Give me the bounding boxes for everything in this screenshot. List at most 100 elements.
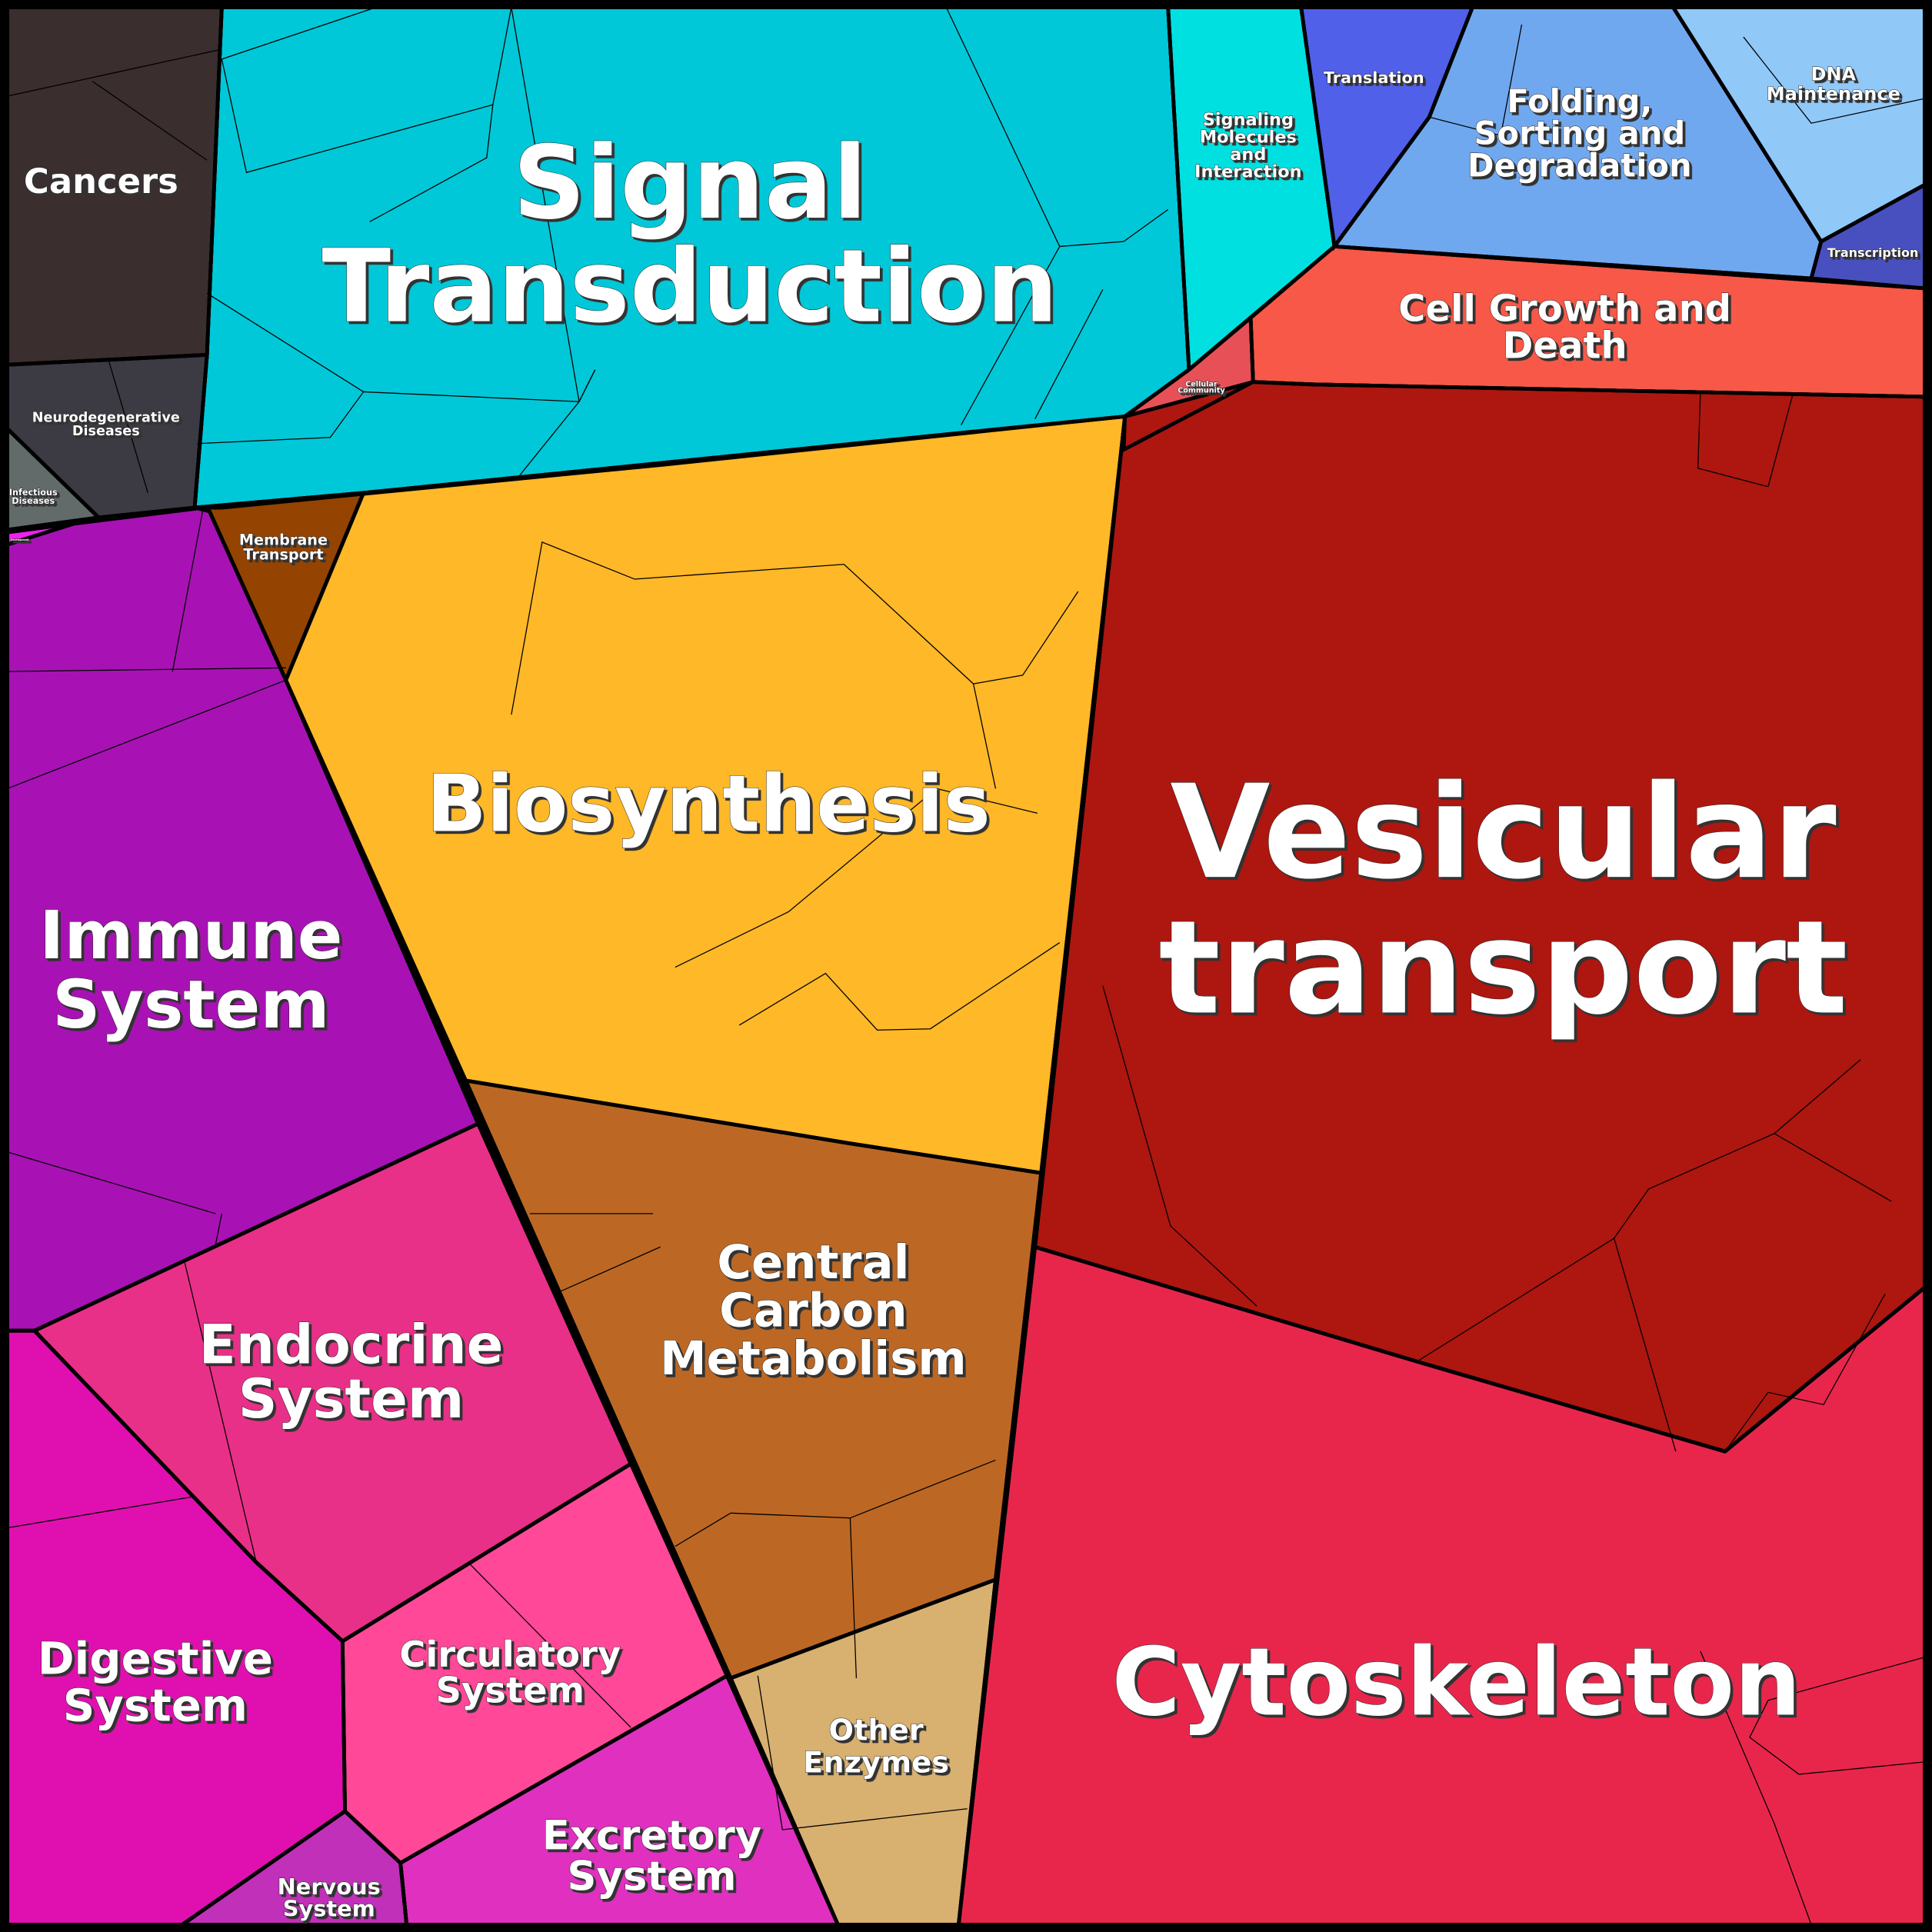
label-biosynthesis: Biosynthesis [427, 758, 991, 850]
sub-cell-border [560, 1246, 661, 1292]
label-cellular-community: Cellular Community [1178, 380, 1225, 395]
label-line: Signal [513, 124, 868, 242]
label-excretory: Excretory System [542, 1813, 762, 1900]
label-line: Endocrine [199, 1313, 504, 1376]
sub-cell-border [1749, 1737, 1925, 1775]
label-line: Nervous [278, 1874, 381, 1900]
sub-cell-border [7, 48, 222, 97]
sub-cell-border [7, 1496, 192, 1529]
label-transcription: Transcription [1827, 245, 1919, 260]
sub-cell-border [172, 507, 204, 672]
sub-cell-border [850, 1459, 996, 1519]
sub-cell-border [1724, 1293, 1886, 1452]
label-line: System [283, 1896, 375, 1922]
sub-cell-border [972, 683, 997, 789]
sub-cell-border [1749, 1657, 1925, 1738]
label-neurodegenerative: Neurodegenerative Diseases [32, 410, 180, 439]
label-central-carbon: Central Carbon Metabolism [660, 1235, 967, 1386]
sub-cell-border [1774, 1059, 1861, 1134]
label-line: Transduction [321, 228, 1058, 345]
sub-cell-border [1034, 289, 1104, 419]
label-infectious: Infectious Diseases [9, 488, 58, 506]
label-line: Carbon [719, 1283, 907, 1337]
sub-cell-border [757, 1675, 968, 1830]
region-border [1121, 314, 1255, 453]
sub-cell-border [222, 7, 376, 60]
label-line: Metabolism [660, 1331, 967, 1386]
label-line: System [436, 1669, 585, 1710]
label-signal-transduction: Signal Transduction [321, 124, 1058, 345]
label-line: DNA [1811, 64, 1857, 85]
label-line: System [238, 1367, 465, 1431]
sub-cell-border [108, 359, 148, 493]
sub-cell-border [221, 7, 512, 174]
label-nervous: Nervous System [278, 1874, 381, 1922]
label-line: Signaling [1203, 110, 1294, 130]
sub-cell-border [7, 1151, 216, 1214]
label-cancers: Cancers [24, 161, 178, 202]
sub-cell-border [7, 679, 286, 789]
label-line: Translation [1324, 68, 1424, 87]
sub-cell-border [7, 667, 286, 672]
sub-cell-border [92, 81, 208, 161]
label-line: transport [1158, 892, 1847, 1043]
label-line: Molecules [1200, 128, 1297, 148]
label-line: Transport [243, 546, 323, 564]
label-line: Development [11, 538, 29, 541]
label-line: Cancers [24, 161, 178, 202]
label-line: Diseases [72, 424, 140, 439]
sub-cell-border [184, 1262, 257, 1563]
label-line: Vesicular [1170, 757, 1836, 908]
label-immune: Immune System [39, 898, 342, 1044]
label-cell-growth: Cell Growth and Death [1398, 287, 1731, 367]
label-signaling-molecules: Signaling Molecules and Interaction [1194, 110, 1301, 182]
label-line: Digestive [38, 1633, 273, 1685]
label-translation: Translation [1324, 68, 1424, 87]
sub-cell-border [1429, 24, 1523, 137]
label-line: Folding, [1507, 82, 1652, 120]
label-line: Cell Growth and [1398, 287, 1731, 330]
sub-cell-border [511, 7, 580, 402]
label-line: Transcription [1827, 245, 1919, 260]
sub-cell-border [1697, 394, 1769, 488]
sub-cell-border [1743, 36, 1925, 124]
label-vesicular-transport: Vesicular transport [1158, 757, 1847, 1043]
sub-cell-border [468, 1561, 631, 1728]
sub-cell-border [1767, 394, 1794, 487]
label-line: Infectious [9, 488, 58, 498]
label-other-enzymes: Other Enzymes [803, 1714, 949, 1780]
sub-cell-border [511, 541, 635, 715]
label-line: System [567, 1854, 736, 1900]
label-dna-maintenance: DNA Maintenance [1767, 64, 1900, 105]
label-line: Death [1503, 324, 1627, 367]
sub-cell-border [738, 942, 1061, 1031]
label-line: Immune [39, 898, 342, 974]
label-line: Biosynthesis [427, 758, 991, 850]
sub-cell-border [1614, 1133, 1892, 1239]
label-line: Circulatory [399, 1634, 621, 1675]
label-line: Central [717, 1235, 909, 1290]
label-line: Community [1178, 386, 1225, 395]
sub-cell-border [945, 7, 1169, 248]
sub-cell-border [675, 1512, 731, 1547]
label-line: Interaction [1194, 162, 1301, 182]
label-line: Neurodegenerative [32, 410, 180, 425]
label-line: Sorting and [1474, 115, 1685, 152]
label-line: Degradation [1467, 146, 1692, 184]
label-membrane-transport: Membrane Transport [239, 531, 328, 563]
sub-cell-border [961, 246, 1061, 426]
sub-cell-border [369, 105, 494, 222]
label-line: and [1230, 145, 1266, 165]
label-line: Membrane [239, 531, 328, 548]
label-line: Maintenance [1767, 83, 1900, 105]
sub-cell-border [675, 788, 1038, 968]
label-circulatory: Circulatory System [399, 1634, 621, 1710]
label-line: Other [828, 1714, 923, 1748]
label-line: Cytoskeleton [1112, 1627, 1801, 1737]
sub-cell-border [1102, 985, 1257, 1307]
label-line: Excretory [542, 1813, 762, 1860]
sub-cell-border [197, 292, 365, 445]
label-development: Development [11, 538, 29, 541]
